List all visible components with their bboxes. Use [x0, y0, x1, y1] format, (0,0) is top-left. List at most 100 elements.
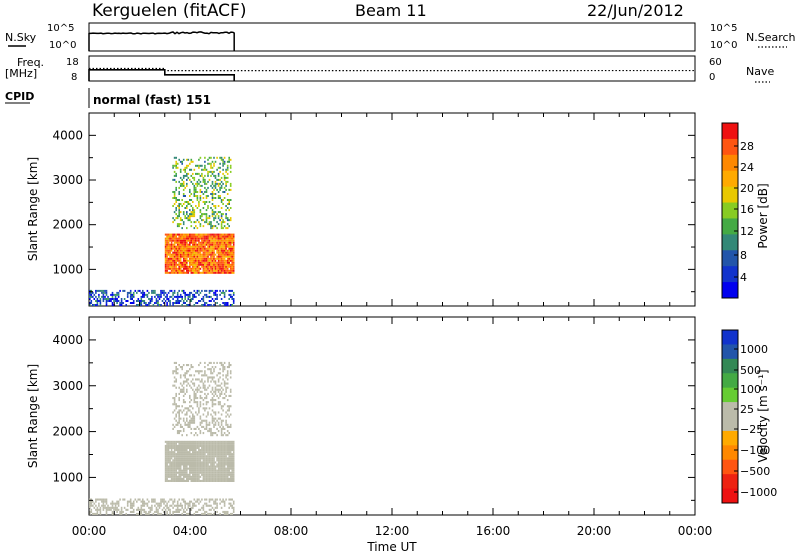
heatmap-cell [219, 394, 221, 397]
heatmap-cell [207, 465, 209, 468]
heatmap-cell [192, 207, 194, 209]
heatmap-cell [220, 221, 223, 224]
heatmap-cell [167, 467, 170, 470]
heatmap-cell [196, 475, 199, 478]
heatmap-cell [226, 243, 229, 246]
noise-left-tick-bottom: 10^0 [49, 40, 76, 51]
heatmap-cell [179, 263, 182, 266]
heatmap-cell [172, 451, 174, 454]
heatmap-cell [172, 500, 174, 503]
heatmap-cell [225, 510, 227, 513]
heatmap-cell [173, 425, 176, 428]
heatmap-cell [186, 261, 188, 264]
heatmap-cell [169, 263, 171, 266]
heatmap-cell [232, 255, 235, 258]
heatmap-cell [201, 374, 203, 377]
heatmap-cell [222, 370, 224, 373]
heatmap-cell [228, 469, 230, 472]
heatmap-cell [190, 442, 193, 445]
heatmap-cell [164, 243, 167, 246]
heatmap-cell [187, 265, 190, 268]
heatmap-cell [229, 376, 232, 379]
heatmap-cell [213, 368, 215, 371]
heatmap-cell [217, 423, 220, 426]
heatmap-cell [193, 446, 196, 449]
heatmap-cell [228, 407, 230, 410]
heatmap-cell [179, 235, 182, 238]
heatmap-cell [172, 265, 174, 268]
heatmap-cell [217, 271, 220, 274]
colorbar-swatch [722, 186, 738, 204]
heatmap-cell [228, 432, 230, 435]
heatmap-cell [214, 423, 217, 426]
heatmap-cell [207, 411, 209, 414]
heatmap-cell [205, 465, 208, 468]
heatmap-cell [190, 249, 193, 252]
heatmap-cell [176, 453, 179, 456]
heatmap-cell [189, 423, 191, 426]
heatmap-cell [176, 233, 179, 236]
heatmap-cell [210, 261, 212, 264]
heatmap-cell [216, 469, 218, 472]
heatmap-cell [187, 219, 190, 222]
heatmap-cell [207, 243, 209, 246]
heatmap-cell [202, 304, 205, 306]
heatmap-cell [178, 471, 180, 474]
freq-unit-label: [MHz] [5, 67, 37, 80]
heatmap-cell [119, 510, 121, 513]
heatmap-cell [182, 255, 185, 258]
heatmap-cell [199, 271, 202, 274]
heatmap-cell [160, 295, 162, 298]
heatmap-cell [184, 380, 186, 383]
heatmap-cell [217, 430, 220, 433]
heatmap-cell [229, 257, 232, 260]
heatmap-cell [173, 197, 176, 199]
heatmap-cell [205, 219, 208, 222]
heatmap-cell [199, 475, 202, 478]
heatmap-cell [225, 255, 227, 258]
heatmap-cell [139, 508, 141, 511]
heatmap-cell [182, 253, 185, 256]
heatmap-cell [213, 156, 215, 159]
heatmap-cell [217, 411, 220, 414]
heatmap-cell [172, 293, 174, 296]
heatmap-cell [95, 508, 97, 511]
heatmap-cell [169, 479, 171, 482]
heatmap-cell [196, 479, 199, 482]
heatmap-cell [222, 241, 224, 244]
heatmap-cell [175, 201, 177, 203]
heatmap-cell [219, 186, 221, 189]
heatmap-cell [228, 405, 230, 408]
heatmap-cell [222, 251, 224, 254]
heatmap-cell [192, 267, 194, 270]
heatmap-cell [178, 207, 180, 209]
heatmap-cell [202, 225, 205, 228]
heatmap-cell [216, 302, 218, 304]
heatmap-cell [193, 178, 196, 181]
heatmap-cell [196, 498, 199, 501]
heatmap-cell [178, 440, 180, 443]
heatmap-cell [172, 263, 174, 266]
heatmap-cell [187, 407, 190, 410]
heatmap-cell [132, 502, 135, 505]
heatmap-cell [225, 434, 227, 437]
heatmap-cell [232, 446, 235, 449]
heatmap-cell [199, 403, 202, 406]
colorbar-tick-label: 4 [740, 271, 747, 284]
heatmap-cell [217, 174, 220, 177]
heatmap-cell [204, 166, 206, 169]
heatmap-cell [216, 269, 218, 272]
heatmap-cell [201, 370, 203, 373]
heatmap-cell [210, 253, 212, 256]
heatmap-cell [173, 255, 176, 258]
heatmap-cell [104, 289, 106, 292]
heatmap-cell [176, 241, 179, 244]
heatmap-cell [199, 197, 202, 199]
heatmap-cell [190, 221, 193, 224]
heatmap-cell [223, 191, 226, 193]
heatmap-cell [178, 191, 180, 193]
heatmap-cell [120, 302, 123, 304]
heatmap-cell [158, 504, 161, 507]
heatmap-cell [207, 413, 209, 416]
heatmap-cell [223, 251, 226, 254]
